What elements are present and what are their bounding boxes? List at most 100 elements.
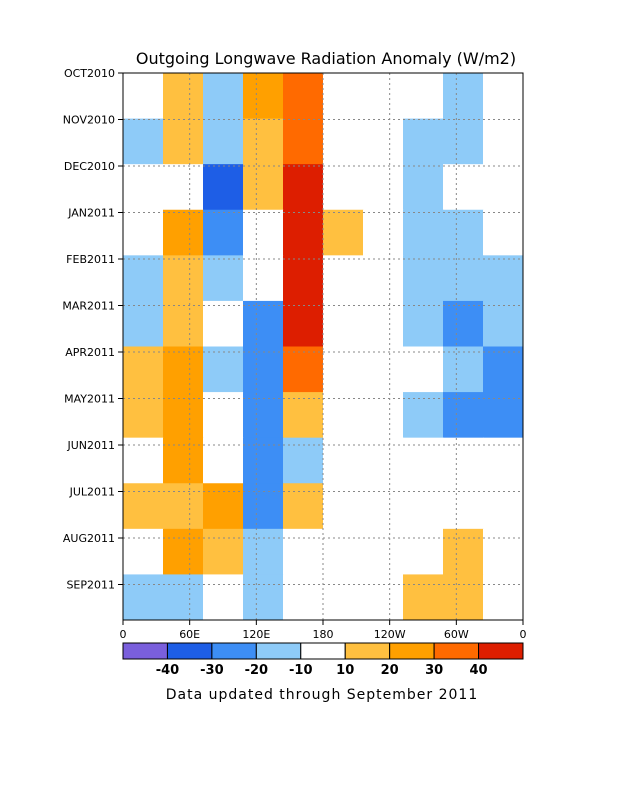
x-tick-label: 60E	[179, 628, 200, 641]
heatmap-cell	[443, 574, 484, 621]
heatmap-cell	[203, 118, 244, 165]
heatmap-cell	[243, 118, 284, 165]
y-tick-label: AUG2011	[63, 532, 115, 545]
x-tick-label: 0	[120, 628, 127, 641]
heatmap-cell	[483, 118, 524, 165]
colorbar-swatch	[122, 642, 168, 660]
heatmap-cell	[403, 164, 444, 211]
heatmap-cell	[163, 209, 204, 256]
colorbar-label: 40	[470, 663, 488, 678]
heatmap-cell	[123, 255, 164, 302]
heatmap-cell	[163, 73, 204, 120]
heatmap-cell	[443, 164, 484, 211]
heatmap-cell	[243, 209, 284, 256]
x-tick-label: 0	[520, 628, 527, 641]
heatmap-cell	[403, 209, 444, 256]
colorbar: -40 -30 -20 -10 10 20 30 40	[122, 642, 524, 678]
heatmap-cell	[163, 164, 204, 211]
x-tick-label: 120W	[374, 628, 406, 641]
heatmap-cell	[323, 346, 364, 393]
heatmap-cell	[403, 483, 444, 530]
grid-lines	[123, 73, 523, 620]
heatmap-cell	[483, 528, 524, 575]
heatmap-cell	[203, 209, 244, 256]
heatmap-cell	[123, 528, 164, 575]
heatmap-cell	[163, 255, 204, 302]
colorbar-label: -20	[245, 663, 269, 678]
heatmap-cell	[283, 574, 324, 621]
heatmap-cell	[243, 528, 284, 575]
heatmap-cell	[443, 255, 484, 302]
heatmap-cell	[123, 209, 164, 256]
heatmap-cell	[123, 118, 164, 165]
heatmap-cell	[483, 73, 524, 120]
colorbar-label: 20	[381, 663, 399, 678]
y-tick-label: MAR2011	[62, 300, 115, 313]
heatmap-cell	[403, 255, 444, 302]
heatmap-cell	[363, 392, 404, 439]
heatmap-cell	[203, 73, 244, 120]
heatmap-cell	[363, 73, 404, 120]
heatmap-cell	[123, 574, 164, 621]
heatmap-cell	[483, 300, 524, 347]
heatmap-cell	[323, 392, 364, 439]
heatmap-cell	[123, 346, 164, 393]
heatmap-cell	[363, 209, 404, 256]
colorbar-label: -40	[156, 663, 180, 678]
y-tick-label: DEC2010	[64, 160, 115, 173]
y-axis-ticks: OCT2010 NOV2010 DEC2010 JAN2011 FEB2011 MAR20…	[62, 67, 123, 592]
colorbar-swatch	[433, 642, 480, 660]
heatmap-cell	[443, 300, 484, 347]
colorbar-swatch	[300, 642, 346, 660]
heatmap-cell	[163, 483, 204, 530]
heatmap-cell	[323, 164, 364, 211]
heatmap-cell	[323, 73, 364, 120]
heatmap-cell	[283, 300, 324, 347]
heatmap-cell	[203, 392, 244, 439]
heatmap-cell	[163, 346, 204, 393]
heatmap-cell	[203, 574, 244, 621]
heatmap-cell	[163, 574, 204, 621]
heatmap-cell	[243, 73, 284, 120]
y-tick-label: FEB2011	[66, 253, 115, 266]
heatmap-cell	[483, 209, 524, 256]
colorbar-label: -10	[289, 663, 313, 678]
heatmap-cell	[483, 574, 524, 621]
colorbar-swatch	[389, 642, 435, 660]
heatmap-cell	[323, 209, 364, 256]
heatmap-cell	[203, 483, 244, 530]
heatmap-cell	[123, 392, 164, 439]
colorbar-label: 30	[425, 663, 443, 678]
colorbar-label: 10	[336, 663, 354, 678]
heatmap-cell	[243, 164, 284, 211]
y-tick-label: MAY2011	[64, 393, 115, 406]
heatmap-cell	[203, 255, 244, 302]
heatmap-cell	[403, 346, 444, 393]
y-tick-label: JAN2011	[67, 207, 115, 220]
heatmap-cell	[363, 346, 404, 393]
heatmap-cell	[123, 73, 164, 120]
heatmap-cell	[283, 483, 324, 530]
heatmap-cell	[283, 164, 324, 211]
heatmap-cell	[203, 164, 244, 211]
heatmap-cell	[443, 209, 484, 256]
x-tick-label: 180	[313, 628, 334, 641]
heatmap-cell	[443, 118, 484, 165]
colorbar-swatch	[255, 642, 302, 660]
heatmap-cell	[443, 346, 484, 393]
data-updated-note: Data updated through September 2011	[166, 687, 478, 703]
heatmap-cell	[243, 574, 284, 621]
heatmap-cell	[363, 255, 404, 302]
y-tick-label: JUL2011	[69, 486, 115, 499]
heatmap-cell	[363, 164, 404, 211]
heatmap-cell	[163, 300, 204, 347]
heatmap-cell	[403, 118, 444, 165]
heatmap-cell	[243, 300, 284, 347]
x-tick-label: 60W	[444, 628, 469, 641]
heatmap-cell	[363, 528, 404, 575]
heatmap-cell	[323, 255, 364, 302]
heatmap-cell	[123, 300, 164, 347]
heatmap-cell	[283, 255, 324, 302]
colorbar-swatch	[478, 642, 524, 660]
heatmap-cell	[403, 528, 444, 575]
